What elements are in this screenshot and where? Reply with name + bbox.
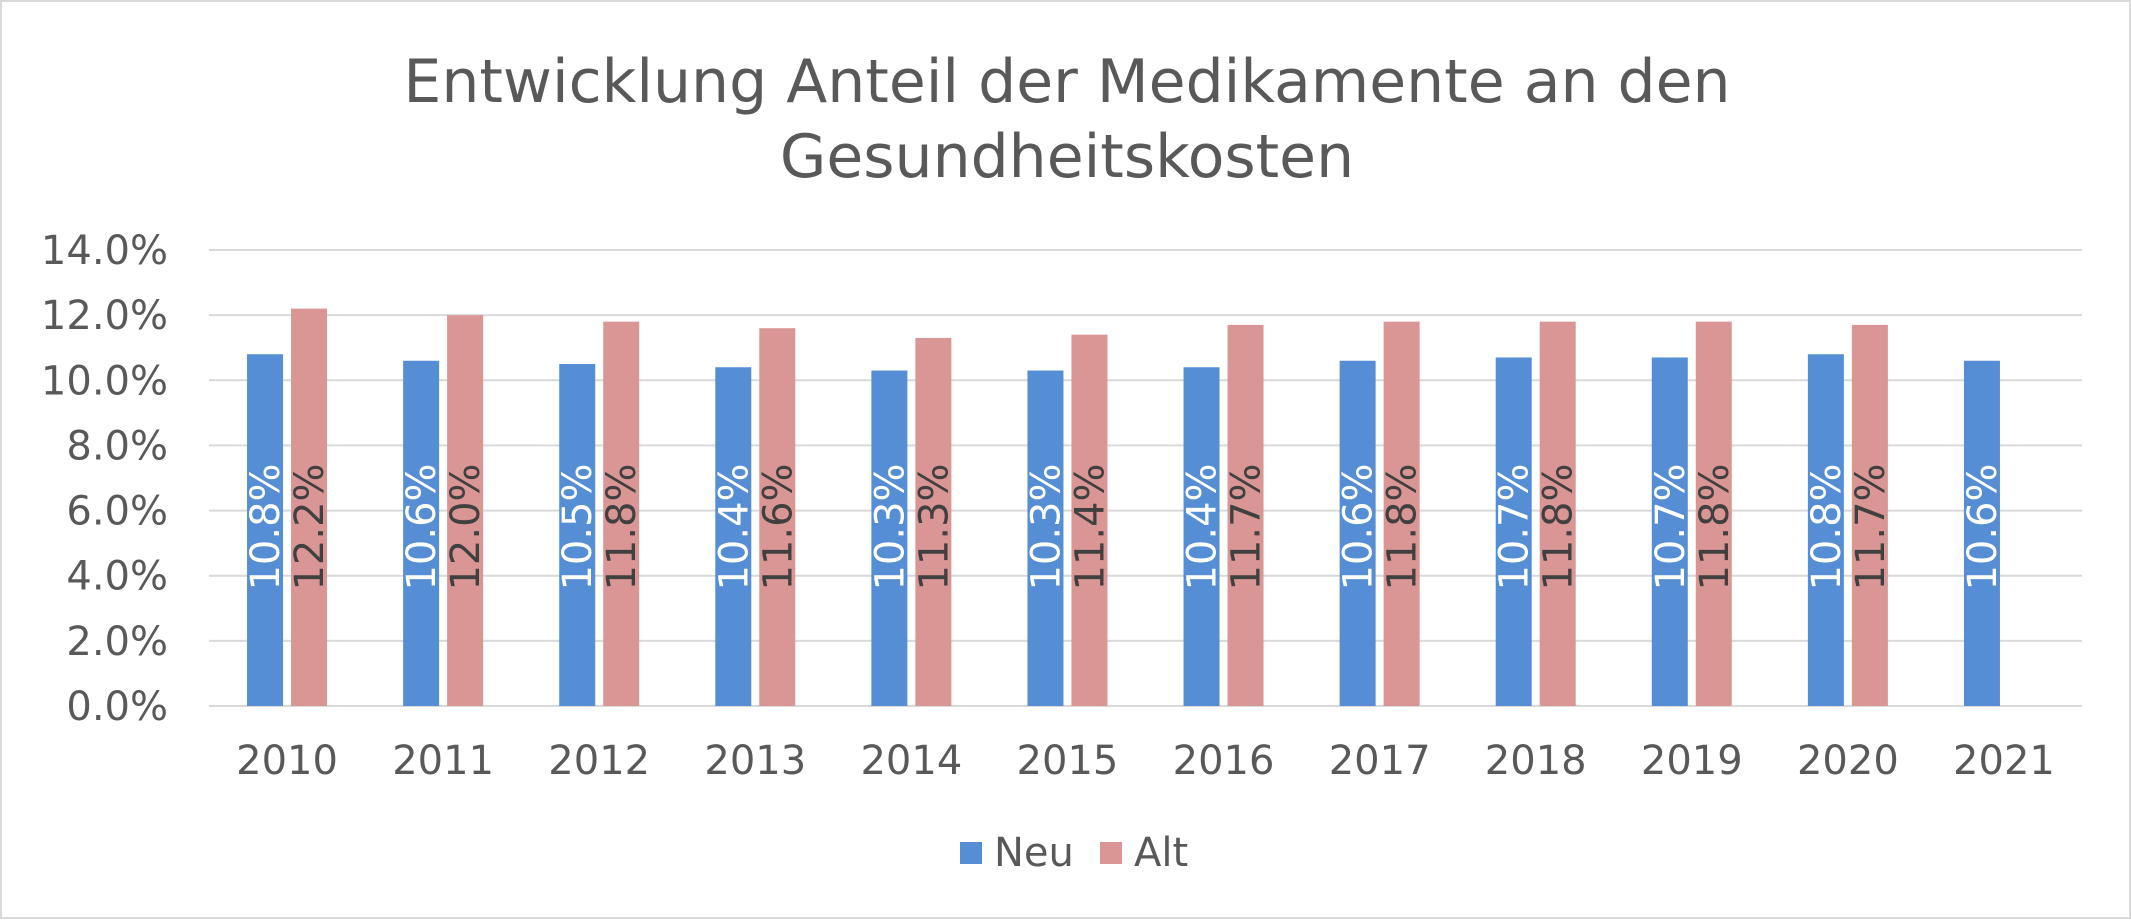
x-tick-label: 2017 — [1329, 738, 1431, 784]
x-tick-label: 2015 — [1017, 738, 1119, 784]
data-label-neu: 10.7% — [1648, 463, 1694, 590]
data-label-alt: 12.0% — [443, 463, 489, 590]
y-tick-label: 0.0% — [66, 684, 168, 730]
data-label-neu: 10.6% — [399, 463, 445, 590]
bar-neu — [559, 364, 596, 706]
bar-neu — [403, 360, 440, 706]
data-label-alt: 11.3% — [911, 463, 957, 590]
x-tick-label: 2011 — [392, 738, 494, 784]
bar-alt — [759, 328, 796, 706]
bar-alt — [915, 337, 952, 706]
bar-alt — [1227, 324, 1264, 706]
y-axis-tick-labels: 0.0% 2.0% 4.0% 6.0% 8.0% 10.0% 12.0% 14.0% — [41, 228, 168, 730]
bar-neu — [871, 370, 908, 706]
data-label-neu: 10.4% — [1180, 463, 1226, 590]
data-label-alt: 11.7% — [1848, 463, 1894, 590]
data-label-alt: 12.2% — [287, 463, 333, 590]
x-tick-label: 2010 — [236, 738, 338, 784]
bar-alt — [1851, 324, 1888, 706]
bar-neu — [1963, 360, 2000, 706]
bar-neu — [1495, 357, 1532, 706]
data-label-neu: 10.3% — [867, 463, 913, 590]
x-axis-tick-labels: 2010 2011 2012 2013 2014 2015 2016 2017 2018 2019… — [236, 738, 2055, 784]
y-tick-label: 2.0% — [66, 619, 168, 665]
data-label-neu: 10.6% — [1960, 463, 2006, 590]
legend-label-neu: Neu — [994, 830, 1074, 876]
data-label-alt: 11.8% — [599, 463, 645, 590]
legend-swatch-neu — [960, 842, 982, 864]
bars — [247, 308, 2000, 706]
legend-label-alt: Alt — [1134, 830, 1188, 876]
x-tick-label: 2021 — [1953, 738, 2055, 784]
y-tick-label: 6.0% — [66, 489, 168, 535]
bar-alt — [1071, 334, 1108, 706]
data-label-alt: 11.7% — [1224, 463, 1270, 590]
x-tick-label: 2013 — [704, 738, 806, 784]
chart-title-line-2: Gesundheitskosten — [780, 122, 1354, 192]
x-tick-label: 2019 — [1641, 738, 1743, 784]
data-label-neu: 10.4% — [711, 463, 757, 590]
y-tick-label: 8.0% — [66, 423, 168, 469]
bar-alt — [603, 321, 640, 706]
bar-alt — [1383, 321, 1420, 706]
data-label-neu: 10.5% — [555, 463, 601, 590]
bar-neu — [1339, 360, 1376, 706]
bar-neu — [1183, 367, 1220, 706]
data-label-alt: 11.8% — [1536, 463, 1582, 590]
bar-alt — [1539, 321, 1576, 706]
data-label-neu: 10.6% — [1336, 463, 1382, 590]
y-tick-label: 10.0% — [41, 358, 168, 404]
bar-neu — [247, 354, 284, 706]
y-tick-label: 12.0% — [41, 293, 168, 339]
chart-title-line-1: Entwicklung Anteil der Medikamente an de… — [403, 47, 1730, 117]
data-label-alt: 11.8% — [1692, 463, 1738, 590]
data-label-neu: 10.8% — [243, 463, 289, 590]
bar-neu — [1651, 357, 1688, 706]
y-tick-label: 4.0% — [66, 554, 168, 600]
data-label-neu: 10.3% — [1023, 463, 1069, 590]
data-labels: 10.8%12.2% 10.6%12.0% 10.5%11.8% 10.4%11.6%… — [243, 463, 2006, 590]
y-tick-label: 14.0% — [41, 228, 168, 274]
data-label-neu: 10.8% — [1804, 463, 1850, 590]
data-label-alt: 11.8% — [1380, 463, 1426, 590]
data-label-neu: 10.7% — [1492, 463, 1538, 590]
x-tick-label: 2018 — [1485, 738, 1587, 784]
x-tick-label: 2016 — [1173, 738, 1275, 784]
bar-neu — [1027, 370, 1064, 706]
data-label-alt: 11.6% — [755, 463, 801, 590]
gridlines — [209, 249, 2082, 707]
bar-alt — [447, 315, 484, 706]
legend: Neu Alt — [960, 830, 1188, 876]
bar-alt — [1695, 321, 1732, 706]
data-label-alt: 11.4% — [1067, 463, 1113, 590]
x-tick-label: 2014 — [860, 738, 962, 784]
bar-neu — [1807, 354, 1844, 706]
bar-alt — [291, 308, 328, 706]
bar-neu — [715, 367, 752, 706]
x-tick-label: 2012 — [548, 738, 650, 784]
x-tick-label: 2020 — [1797, 738, 1899, 784]
legend-swatch-alt — [1100, 842, 1122, 864]
